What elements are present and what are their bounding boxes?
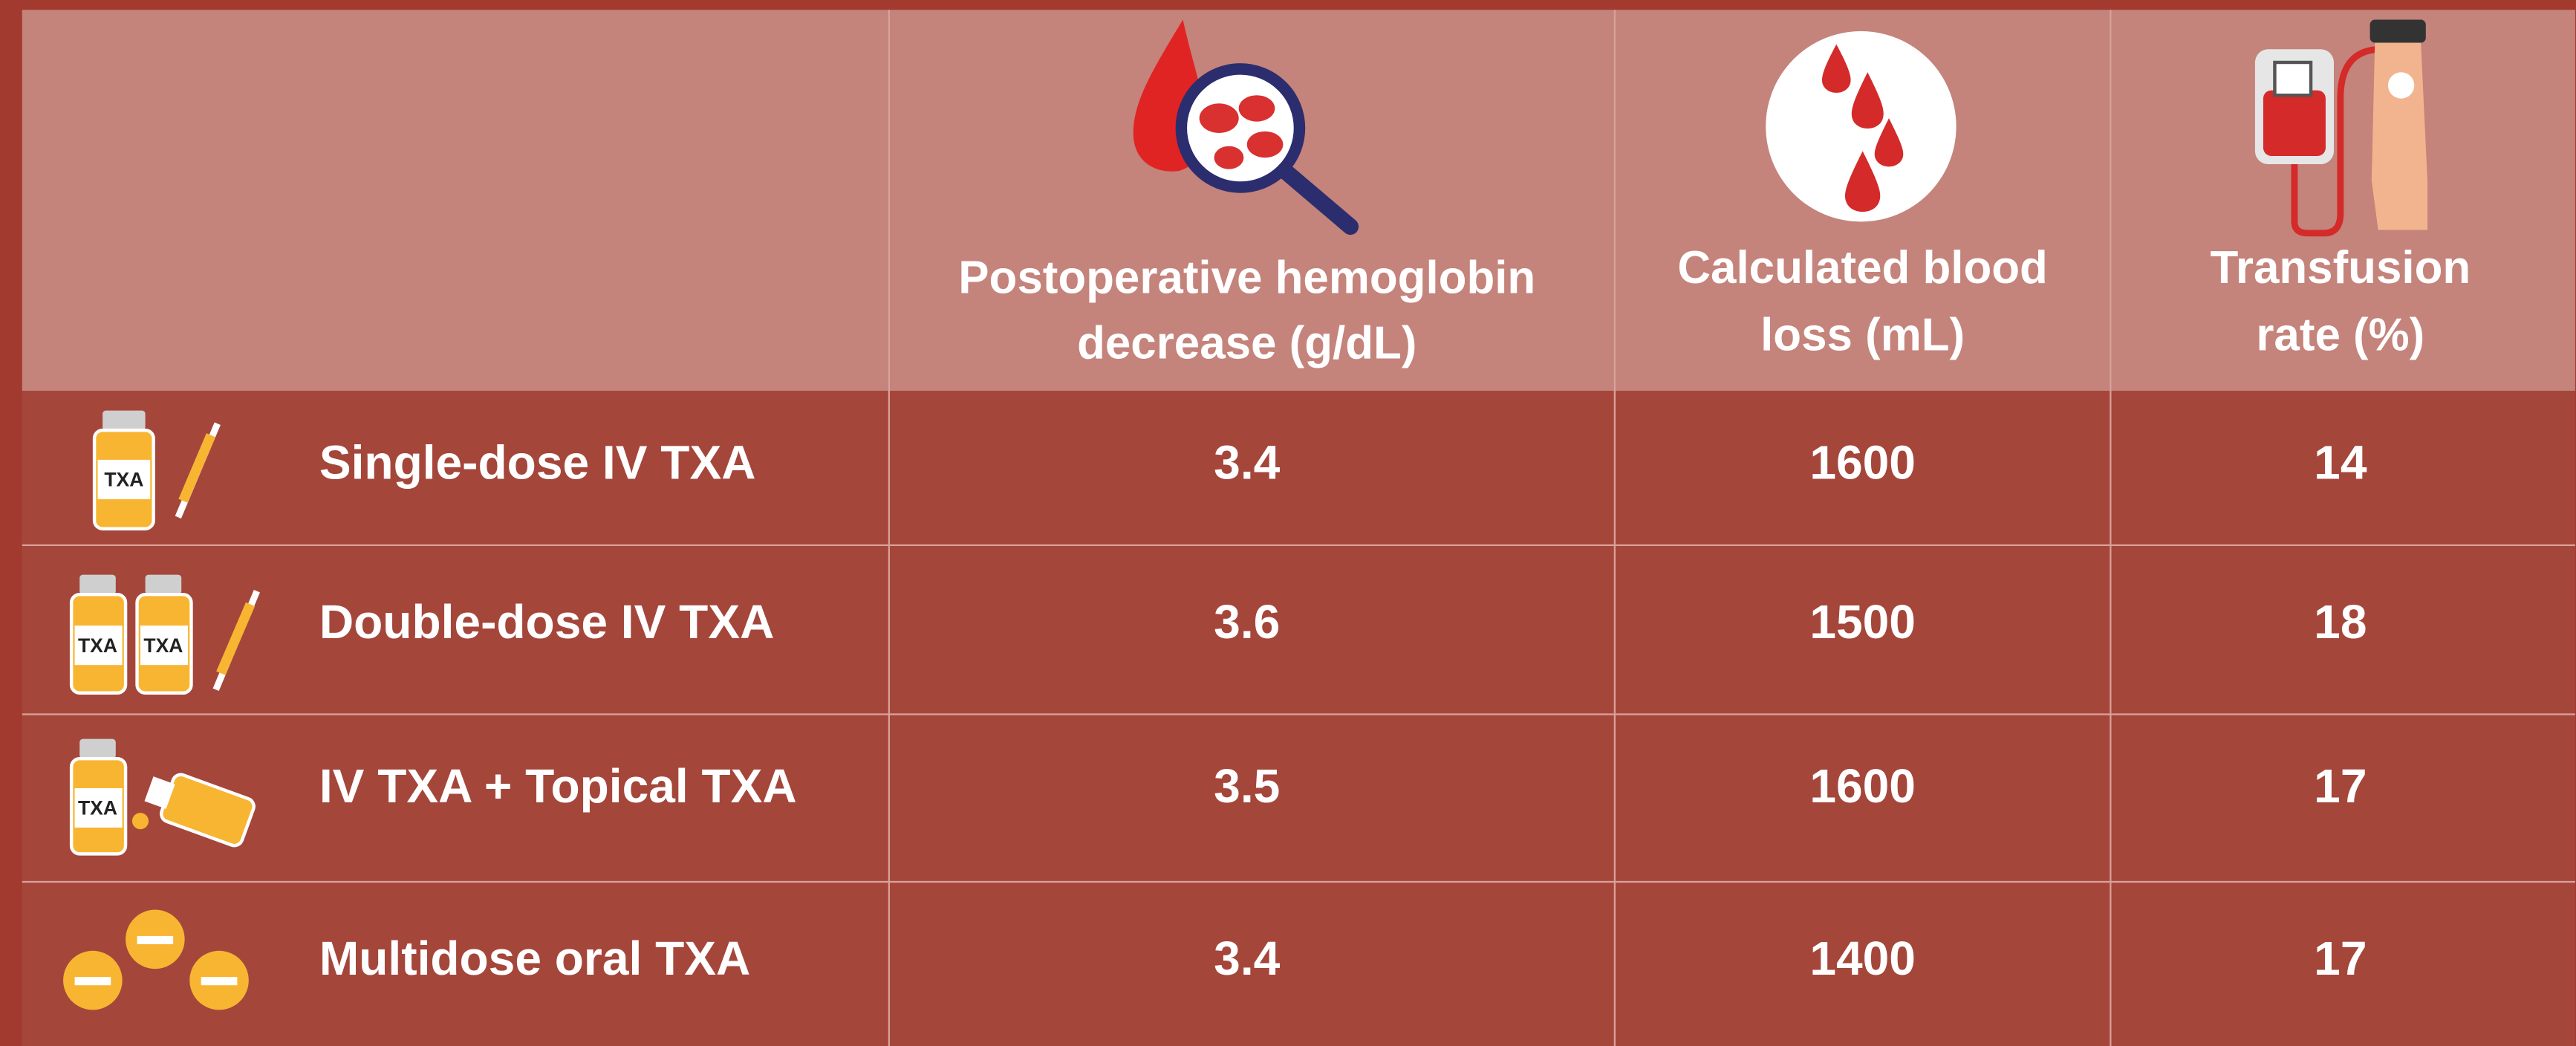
vial-label: TXA [78,634,117,657]
cell-value: 14 [2314,436,2367,490]
cell-value: 3.4 [1214,932,1280,985]
column-header: rate (%) [2256,310,2424,361]
cell-value: 18 [2314,595,2367,649]
row-label: Double-dose IV TXA [319,595,775,649]
cell-value: 3.5 [1214,759,1280,813]
cell-value: 1500 [1809,595,1916,649]
column-header: Calculated blood [1677,242,2047,293]
cell-value: 17 [2314,759,2367,813]
vial-label: TXA [104,469,143,491]
vial-label: TXA [78,797,117,819]
column-header: Postoperative hemoglobin [958,252,1535,303]
comparison-table: TXA TXA TXA TXA Postoperative hemoglobin… [0,0,2576,1046]
vial-label: TXA [143,634,183,657]
cell-value: 1400 [1809,932,1916,985]
cell-value: 3.4 [1214,436,1280,490]
row-label: Single-dose IV TXA [319,436,756,490]
column-header: Transfusion [2210,242,2471,293]
cell-value: 1600 [1809,436,1916,490]
cell-value: 1600 [1809,759,1916,813]
column-header: loss (mL) [1760,310,1965,361]
page: {"table": { "header": [ {"lines": ["Post… [0,0,2576,1046]
column-header: decrease (g/dL) [1077,318,1417,369]
cell-value: 17 [2314,932,2367,985]
row-label: IV TXA + Topical TXA [319,759,797,813]
row-label: Multidose oral TXA [319,932,750,985]
cell-value: 3.6 [1214,595,1280,649]
blood-loss-icon [1766,31,1956,221]
